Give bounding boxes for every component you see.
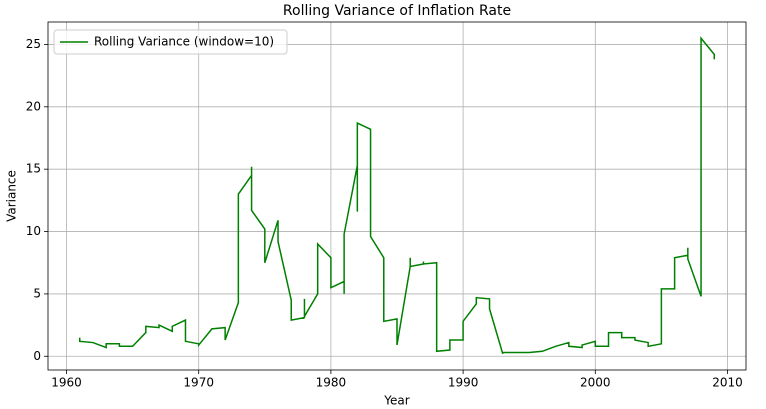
y-tick-label: 25: [26, 37, 41, 51]
y-tick-label: 5: [33, 286, 41, 300]
x-axis-label: Year: [383, 394, 409, 408]
chart-title: Rolling Variance of Inflation Rate: [283, 3, 511, 19]
y-axis-label: Variance: [5, 170, 19, 222]
y-tick-label: 10: [26, 224, 41, 238]
x-tick-label: 1970: [183, 376, 214, 390]
plot-frame: [47, 21, 747, 371]
data-line: [78, 36, 716, 354]
x-tick-label: 1980: [316, 376, 347, 390]
y-tick-label: 15: [26, 162, 41, 176]
y-tick-label: 0: [33, 349, 41, 363]
y-tick-label: 20: [26, 99, 41, 113]
x-tick-label: 1960: [51, 376, 82, 390]
x-tick-label: 1990: [448, 376, 479, 390]
x-tick-label: 2010: [712, 376, 743, 390]
legend-label: Rolling Variance (window=10): [94, 35, 274, 49]
legend-box: [53, 29, 288, 55]
x-tick-label: 2000: [580, 376, 611, 390]
legend: Rolling Variance (window=10): [53, 29, 288, 55]
